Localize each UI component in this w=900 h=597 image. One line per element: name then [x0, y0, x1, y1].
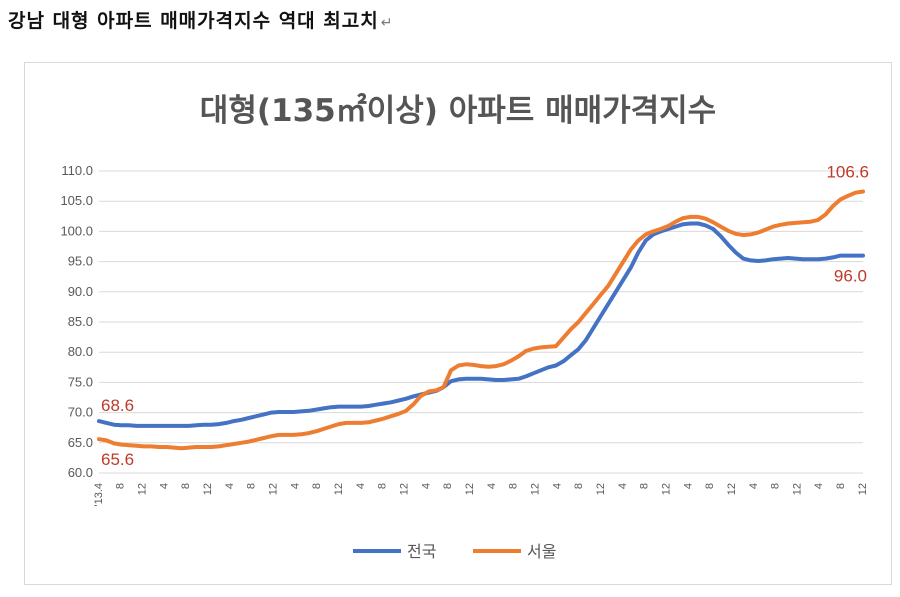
- x-tick-label: 12: [857, 483, 869, 495]
- x-tick-label: 12: [660, 483, 672, 495]
- y-tick-label: 60.0: [68, 465, 93, 480]
- data-label-end-전국: 96.0: [834, 267, 867, 286]
- x-tick-label: 12: [791, 483, 803, 495]
- x-tick-label: 8: [442, 483, 454, 489]
- gridlines: [99, 170, 863, 474]
- paragraph-mark-icon: ↵: [380, 15, 394, 31]
- y-tick-label: 70.0: [68, 405, 93, 420]
- data-labels: 68.6 65.6 106.6 96.0: [101, 163, 869, 470]
- x-tick-label: 4: [682, 483, 694, 489]
- data-label-end-서울: 106.6: [826, 163, 869, 182]
- data-label-start-전국: 68.6: [101, 396, 134, 415]
- x-tick-label: 4: [224, 483, 236, 489]
- data-label-start-서울: 65.6: [101, 450, 134, 469]
- x-tick-label: 8: [246, 483, 258, 489]
- x-tick-label: 4: [748, 483, 760, 489]
- x-tick-label: 8: [115, 483, 127, 489]
- x-tick-label: 12: [333, 483, 345, 495]
- y-tick-label: 110.0: [61, 163, 93, 178]
- y-tick-label: 65.0: [68, 435, 93, 450]
- x-tick-label: 8: [573, 483, 585, 489]
- x-tick-label: '13.4: [93, 483, 105, 507]
- series-line-전국: [97, 221, 865, 428]
- x-tick-label: 8: [377, 483, 389, 489]
- document-heading: 강남 대형 아파트 매매가격지수 역대 최고치 ↵: [8, 6, 393, 33]
- x-tick-label: 12: [202, 483, 214, 495]
- x-tick-label: 12: [595, 483, 607, 495]
- x-tick-label: 12: [726, 483, 738, 495]
- x-tick-label: 12: [464, 483, 476, 495]
- series-lines: [97, 189, 865, 451]
- y-tick-label: 75.0: [68, 374, 93, 389]
- x-tick-label: 4: [551, 483, 563, 489]
- x-tick-label: 8: [770, 483, 782, 489]
- y-tick-label: 80.0: [68, 344, 93, 359]
- x-tick-label: 12: [529, 483, 541, 495]
- x-tick-label: 8: [639, 483, 651, 489]
- x-tick-label: 8: [704, 483, 716, 489]
- y-tick-label: 100.0: [60, 223, 93, 238]
- y-axis-ticks: 110.0 105.0 100.0 95.0 90.0 85.0 80.0 75.0 70.0 6…: [60, 163, 93, 480]
- x-tick-label: 4: [813, 483, 825, 489]
- line-chart: 대형(135㎡이상) 아파트 매매가격지수 110.0 105.0 100.0 95.…: [60, 93, 869, 561]
- y-tick-label: 90.0: [68, 284, 93, 299]
- x-tick-label: 8: [180, 483, 192, 489]
- x-tick-label: 8: [311, 483, 323, 489]
- legend-label-전국: 전국: [407, 542, 436, 561]
- series-line-서울: [97, 189, 865, 451]
- x-tick-label: 12: [137, 483, 149, 495]
- chart-title: 대형(135㎡이상) 아파트 매매가격지수: [200, 93, 716, 129]
- x-tick-label: 4: [486, 483, 498, 489]
- y-tick-label: 95.0: [68, 254, 93, 269]
- x-tick-label: 4: [158, 483, 170, 489]
- legend: 전국 서울: [353, 542, 556, 561]
- chart-container: 대형(135㎡이상) 아파트 매매가격지수 110.0 105.0 100.0 95.…: [24, 62, 892, 585]
- x-tick-label: 12: [268, 483, 280, 495]
- x-tick-label: 8: [508, 483, 520, 489]
- x-axis-ticks: '13.4 8 12 4 8 12 4 8 12 4 8 12 4 8 12 4 8 12 4 8 12 4 8 12 4 8 12…: [93, 483, 869, 507]
- x-tick-label: 4: [617, 483, 629, 489]
- y-tick-label: 85.0: [68, 314, 93, 329]
- legend-label-서울: 서울: [527, 542, 556, 561]
- x-tick-label: 8: [835, 483, 847, 489]
- x-tick-label: 12: [399, 483, 411, 495]
- x-tick-label: 4: [420, 483, 432, 489]
- x-tick-label: 4: [289, 483, 301, 489]
- document-heading-text: 강남 대형 아파트 매매가격지수 역대 최고치: [8, 10, 379, 32]
- x-tick-label: 4: [355, 483, 367, 489]
- y-tick-label: 105.0: [60, 193, 93, 208]
